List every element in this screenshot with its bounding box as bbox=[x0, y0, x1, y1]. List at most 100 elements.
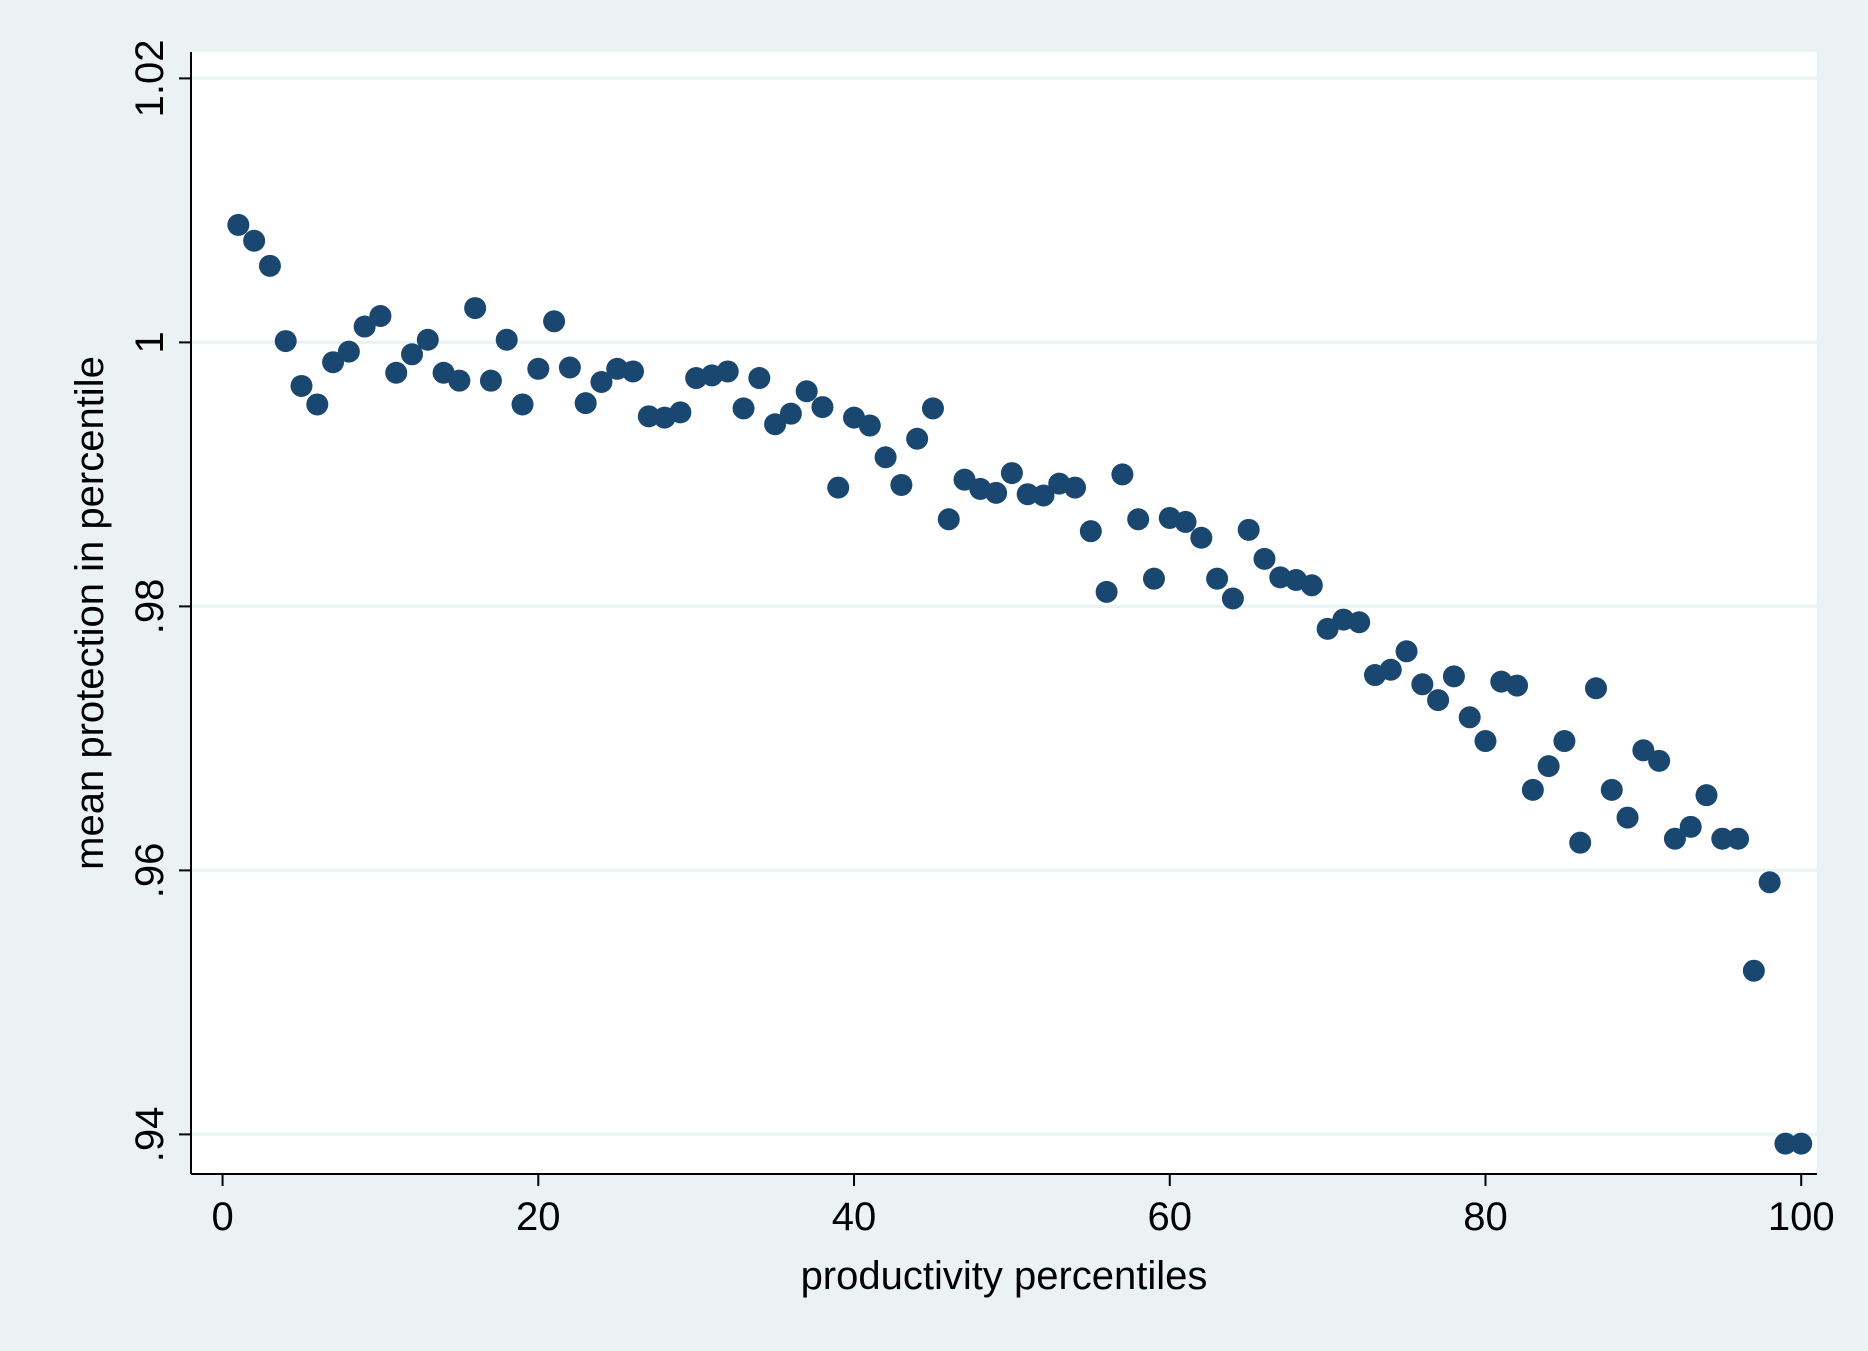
data-point bbox=[1427, 689, 1450, 712]
data-point bbox=[1695, 784, 1718, 807]
data-point bbox=[1190, 526, 1213, 549]
data-point bbox=[1679, 815, 1702, 838]
data-point bbox=[1079, 520, 1102, 543]
grid-lines bbox=[191, 76, 1817, 1136]
data-point bbox=[527, 357, 550, 380]
data-point bbox=[764, 413, 787, 436]
data-point bbox=[479, 369, 502, 392]
data-point bbox=[1379, 658, 1402, 681]
data-point bbox=[1064, 476, 1087, 499]
data-point bbox=[1474, 730, 1497, 753]
y-tick-label: .96 bbox=[128, 843, 172, 899]
data-point bbox=[1253, 547, 1276, 570]
data-point bbox=[464, 297, 487, 320]
data-point bbox=[1000, 462, 1023, 485]
data-point bbox=[779, 402, 802, 425]
data-point bbox=[937, 508, 960, 531]
data-point bbox=[1553, 730, 1576, 753]
data-point bbox=[448, 369, 471, 392]
data-point bbox=[1127, 508, 1150, 531]
data-point bbox=[1237, 518, 1260, 541]
data-point bbox=[1632, 739, 1655, 762]
data-point bbox=[1758, 871, 1781, 894]
data-point bbox=[1742, 959, 1765, 982]
data-point bbox=[985, 481, 1008, 504]
data-point bbox=[1348, 611, 1371, 634]
data-point bbox=[795, 380, 818, 403]
x-tick-label: 80 bbox=[1463, 1195, 1508, 1239]
data-point bbox=[748, 367, 771, 390]
data-point bbox=[1616, 806, 1639, 829]
data-point bbox=[337, 340, 360, 363]
data-points bbox=[227, 213, 1813, 1155]
data-point bbox=[921, 397, 944, 420]
data-point bbox=[827, 476, 850, 499]
x-tick-label: 20 bbox=[516, 1195, 561, 1239]
data-point bbox=[1032, 484, 1055, 507]
data-point bbox=[227, 213, 250, 236]
data-point bbox=[369, 305, 392, 327]
data-point bbox=[322, 351, 345, 374]
data-point bbox=[1442, 665, 1465, 688]
data-point bbox=[1506, 674, 1529, 697]
data-point bbox=[622, 360, 645, 383]
data-point bbox=[1395, 640, 1418, 663]
data-point bbox=[590, 371, 613, 393]
data-point bbox=[1663, 827, 1686, 850]
data-point bbox=[811, 396, 834, 419]
data-point bbox=[1711, 827, 1734, 850]
data-point bbox=[906, 427, 929, 450]
data-point bbox=[495, 328, 518, 351]
data-point bbox=[1111, 463, 1134, 486]
data-point bbox=[858, 414, 881, 437]
x-tick-label: 40 bbox=[832, 1195, 877, 1239]
data-point bbox=[1537, 755, 1560, 778]
data-point bbox=[558, 356, 581, 379]
data-point bbox=[574, 392, 597, 415]
data-point bbox=[1095, 580, 1118, 603]
y-tick-label: 1 bbox=[128, 331, 172, 353]
data-point bbox=[732, 397, 755, 420]
y-tick-label: 1.02 bbox=[128, 39, 172, 117]
data-point bbox=[890, 473, 913, 496]
plot-area bbox=[191, 52, 1817, 1174]
data-point bbox=[1142, 567, 1165, 590]
data-point bbox=[401, 343, 424, 366]
tick-labels: .94 .96 .98 1 1.02 0 20 40 60 80 100 bbox=[128, 39, 1835, 1239]
x-tick-label: 0 bbox=[211, 1195, 233, 1239]
data-point bbox=[290, 374, 313, 397]
data-point bbox=[416, 328, 439, 351]
data-point bbox=[1221, 587, 1244, 610]
data-point bbox=[1521, 778, 1544, 801]
data-point bbox=[243, 229, 266, 252]
data-point bbox=[258, 254, 281, 277]
data-point bbox=[1600, 778, 1623, 801]
y-axis-title: mean protection in percentile bbox=[68, 356, 112, 870]
data-point bbox=[1206, 567, 1229, 590]
data-point bbox=[1584, 677, 1607, 700]
data-point bbox=[1016, 483, 1039, 506]
data-point bbox=[1569, 831, 1592, 854]
data-point bbox=[543, 310, 566, 333]
data-point bbox=[385, 361, 408, 384]
x-tick-label: 60 bbox=[1148, 1195, 1193, 1239]
data-point bbox=[1411, 673, 1434, 696]
data-point bbox=[1458, 706, 1481, 729]
x-tick-label: 100 bbox=[1768, 1195, 1835, 1239]
y-tick-label: .94 bbox=[128, 1107, 172, 1163]
data-point bbox=[1648, 749, 1671, 772]
data-point bbox=[353, 315, 376, 338]
data-point bbox=[511, 393, 534, 416]
data-point bbox=[1300, 574, 1323, 597]
data-point bbox=[1790, 1132, 1813, 1155]
data-point bbox=[306, 393, 329, 416]
axes bbox=[179, 52, 1817, 1186]
data-point bbox=[637, 405, 660, 428]
data-point bbox=[1174, 510, 1197, 533]
data-point bbox=[716, 360, 739, 383]
x-axis-title: productivity percentiles bbox=[801, 1254, 1208, 1298]
y-tick-label: .98 bbox=[128, 579, 172, 635]
data-point bbox=[1774, 1132, 1797, 1155]
data-point bbox=[1727, 827, 1750, 850]
